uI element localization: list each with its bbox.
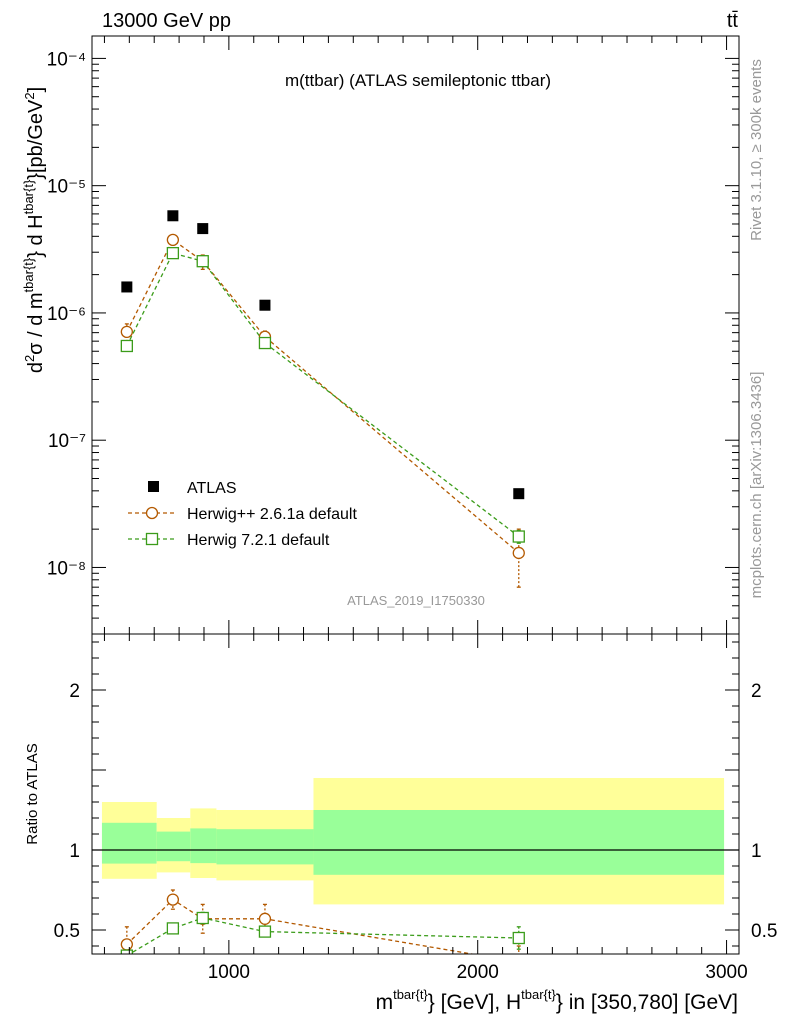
herwig-2-6-1a-default-marker — [166, 893, 180, 906]
herwig-7-2-1-default-marker — [166, 922, 180, 935]
process-label: tt̄ — [727, 10, 739, 32]
plot-title: m(ttbar) (ATLAS semileptonic ttbar) — [285, 71, 551, 90]
main-data-layer — [120, 210, 525, 588]
herwig-7-2-1-default-marker — [512, 530, 525, 543]
herwig-2-6-1a-default-marker — [166, 233, 180, 247]
herwig-7-2-1-default-marker — [166, 246, 180, 260]
ratio-data-layer — [120, 889, 525, 968]
herwig-7-2-1-default-line — [128, 917, 519, 954]
herwig-7-2-1-default-line — [126, 252, 520, 538]
energy-label: 13000 GeV pp — [102, 10, 231, 32]
herwig-2-6-1a-default-marker — [513, 957, 524, 968]
legend-atlas-marker — [148, 481, 159, 492]
ratio-y-axis: 0.5 0.5 1 1 2 2 — [54, 641, 777, 947]
main-y-tick-label: 10⁻⁴ — [47, 49, 86, 70]
ratio-band-inner — [101, 822, 157, 864]
ratio-x-tick-label: 3000 — [705, 962, 747, 983]
ratio-y-tick-label-left: 1 — [69, 841, 80, 862]
ratio-band-inner — [190, 828, 217, 864]
atlas-marker — [167, 210, 179, 222]
herwig-7-2-1-default-marker — [258, 925, 272, 938]
x-axis-label: mtbar{t}} [GeV], Htbar{t}} in [350,780] … — [376, 987, 738, 1014]
atlas-marker — [121, 281, 133, 293]
mcplots-label: mcplots.cern.ch [arXiv:1306.3436] — [748, 372, 765, 599]
herwig-7-2-1-default-marker — [196, 911, 209, 925]
legend-herwig7-marker — [145, 532, 159, 546]
herwig-2-6-1a-default-marker — [120, 938, 133, 951]
ratio-band-inner — [313, 810, 725, 875]
ratio-y-tick-label-left: 0.5 — [54, 921, 80, 942]
main-y-tick-label: 10⁻⁸ — [47, 558, 86, 579]
herwig-7-2-1-default-marker — [258, 336, 272, 350]
ratio-plot-panel: 0.5 0.5 1 1 2 2 1000 2000 3000 Ratio to ATLAS m… — [24, 633, 777, 1014]
main-x-ticks — [103, 36, 728, 634]
ratio-bands — [92, 778, 739, 905]
ratio-x-tick-label: 2000 — [457, 962, 499, 983]
main-y-tick-label: 10⁻⁷ — [48, 431, 86, 452]
atlas-marker — [513, 488, 525, 500]
main-y-axis-label: d2σ / d mtbar{t}} d Htbar{t}}[pb/GeV2] — [21, 87, 47, 373]
legend-atlas-label: ATLAS — [187, 480, 237, 497]
legend-herwig7-label: Herwig 7.2.1 default — [187, 532, 330, 549]
ratio-y-tick-label-left: 2 — [69, 681, 80, 702]
atlas-marker — [259, 299, 271, 311]
ratio-band-inner — [216, 829, 314, 865]
herwig-2-6-1a-default-marker — [120, 325, 133, 339]
atlas-marker — [197, 223, 209, 235]
main-y-tick-label: 10⁻⁶ — [47, 304, 86, 325]
legend-herwigpp-label: Herwig++ 2.6.1a default — [187, 506, 357, 523]
ratio-x-tick-label: 1000 — [208, 962, 250, 983]
legend-herwigpp-marker — [145, 506, 159, 520]
ratio-plot-frame — [91, 633, 740, 955]
herwig-7-2-1-default-marker — [512, 931, 525, 945]
herwig-7-2-1-default-marker — [196, 255, 209, 268]
rivet-label: Rivet 3.1.10, ≥ 300k events — [748, 59, 765, 241]
main-y-tick-label: 10⁻⁵ — [47, 177, 86, 198]
main-y-axis: 10⁻⁸ 10⁻⁷ 10⁻⁶ 10⁻⁵ 10⁻⁴ — [47, 49, 739, 635]
ratio-y-tick-label-right: 2 — [751, 681, 762, 702]
main-plot-panel: 10⁻⁸ 10⁻⁷ 10⁻⁶ 10⁻⁵ 10⁻⁴ m(ttbar) (ATLAS sem… — [21, 35, 740, 635]
ratio-band-inner — [156, 831, 191, 862]
ratio-y-tick-label-right: 0.5 — [751, 921, 777, 942]
ratio-y-axis-label: Ratio to ATLAS — [24, 743, 41, 844]
ratio-y-tick-label-right: 1 — [751, 841, 762, 862]
herwig-7-2-1-default-marker — [120, 949, 133, 954]
herwig-2-6-1a-default-marker — [512, 546, 525, 560]
ratio-x-axis: 1000 2000 3000 — [103, 634, 748, 983]
analysis-tag: ATLAS_2019_I1750330 — [347, 593, 485, 608]
herwig-2-6-1a-default-line — [126, 898, 476, 954]
legend: ATLAS Herwig++ 2.6.1a default Herwig 7.2… — [128, 480, 357, 549]
herwig-2-6-1a-default-marker — [258, 912, 272, 925]
herwig-7-2-1-default-marker — [120, 339, 133, 353]
